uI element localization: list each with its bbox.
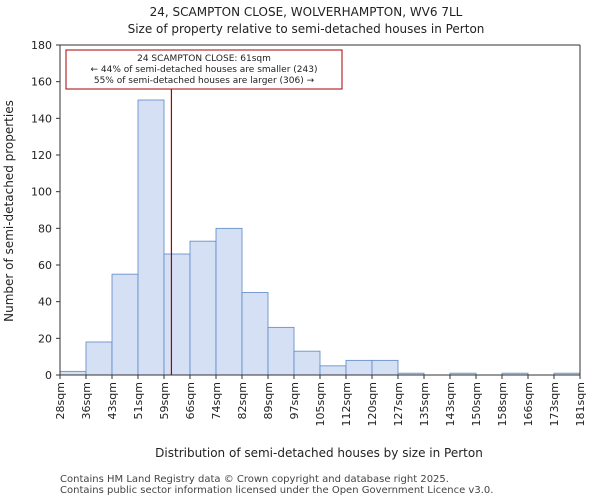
- x-tick-label: 112sqm: [340, 382, 353, 426]
- bar-89sqm: [267, 326, 295, 376]
- x-tick-label: 181sqm: [574, 382, 587, 426]
- bar-97sqm: [293, 350, 321, 376]
- annotation-line-2: ← 44% of semi-detached houses are smalle…: [91, 65, 318, 75]
- x-tick-label: 105sqm: [314, 382, 327, 426]
- x-tick-label: 143sqm: [444, 382, 457, 426]
- chart-subtitle: Size of property relative to semi-detach…: [128, 22, 485, 36]
- annotation-line-1: 24 SCAMPTON CLOSE: 61sqm: [137, 54, 271, 64]
- bar-74sqm: [215, 227, 243, 376]
- bar-82sqm: [241, 292, 269, 376]
- bar-59sqm: [163, 253, 191, 376]
- x-tick-label: 66sqm: [184, 382, 197, 419]
- x-tick-label: 173sqm: [548, 382, 561, 426]
- footer-credit-line-1: Contains HM Land Registry data © Crown c…: [60, 474, 449, 485]
- x-tick-label: 150sqm: [470, 382, 483, 426]
- y-tick-label: 120: [31, 149, 52, 162]
- y-tick-label: 60: [38, 259, 52, 272]
- bar-28sqm: [59, 370, 87, 376]
- x-axis-label: Distribution of semi-detached houses by …: [155, 446, 483, 460]
- y-tick-label: 100: [31, 186, 52, 199]
- bar-105sqm: [319, 365, 347, 376]
- x-tick-label: 43sqm: [106, 382, 119, 419]
- x-tick-label: 36sqm: [80, 382, 93, 419]
- y-tick-label: 80: [38, 222, 52, 235]
- annotation-frame: [65, 49, 343, 90]
- x-tick-label: 97sqm: [288, 382, 301, 419]
- x-tick-label: 51sqm: [132, 382, 145, 419]
- bar-120sqm: [371, 359, 399, 376]
- y-tick-label: 20: [38, 332, 52, 345]
- x-tick-label: 28sqm: [54, 382, 67, 419]
- footer-credit-line-2: Contains public sector information licen…: [60, 485, 494, 496]
- bar-36sqm: [85, 341, 113, 376]
- annotation-box: 24 SCAMPTON CLOSE: 61sqm ← 44% of semi-d…: [65, 49, 343, 90]
- y-tick-label: 140: [31, 112, 52, 125]
- x-tick-label: 74sqm: [210, 382, 223, 419]
- x-tick-label: 135sqm: [418, 382, 431, 426]
- x-tick-label: 59sqm: [158, 382, 171, 419]
- bar-66sqm: [189, 240, 217, 376]
- annotation-line-3: 55% of semi-detached houses are larger (…: [94, 76, 315, 86]
- x-tick-label: 82sqm: [236, 382, 249, 419]
- bar-43sqm: [111, 273, 139, 376]
- x-tick-label: 127sqm: [392, 382, 405, 426]
- y-tick-label: 40: [38, 296, 52, 309]
- x-tick-label: 120sqm: [366, 382, 379, 426]
- chart-title: 24, SCAMPTON CLOSE, WOLVERHAMPTON, WV6 7…: [150, 5, 463, 19]
- bar-51sqm: [137, 99, 165, 376]
- x-tick-label: 166sqm: [522, 382, 535, 426]
- x-tick-label: 89sqm: [262, 382, 275, 419]
- y-tick-label: 180: [31, 39, 52, 52]
- bar-112sqm: [345, 359, 373, 376]
- y-tick-label: 0: [45, 369, 52, 382]
- y-axis-label: Number of semi-detached properties: [2, 100, 16, 322]
- x-tick-label: 158sqm: [496, 382, 509, 426]
- y-tick-label: 160: [31, 76, 52, 89]
